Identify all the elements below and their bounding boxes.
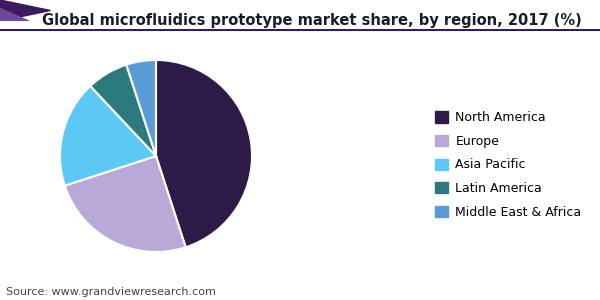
- Text: Source: www.grandviewresearch.com: Source: www.grandviewresearch.com: [6, 287, 216, 297]
- Text: Global microfluidics prototype market share, by region, 2017 (%): Global microfluidics prototype market sh…: [42, 14, 582, 28]
- Wedge shape: [65, 156, 185, 252]
- Legend: North America, Europe, Asia Pacific, Latin America, Middle East & Africa: North America, Europe, Asia Pacific, Lat…: [429, 105, 588, 225]
- Polygon shape: [0, 8, 29, 21]
- Wedge shape: [127, 60, 156, 156]
- Wedge shape: [156, 60, 252, 247]
- Polygon shape: [0, 0, 50, 21]
- Wedge shape: [60, 86, 156, 186]
- Wedge shape: [90, 65, 156, 156]
